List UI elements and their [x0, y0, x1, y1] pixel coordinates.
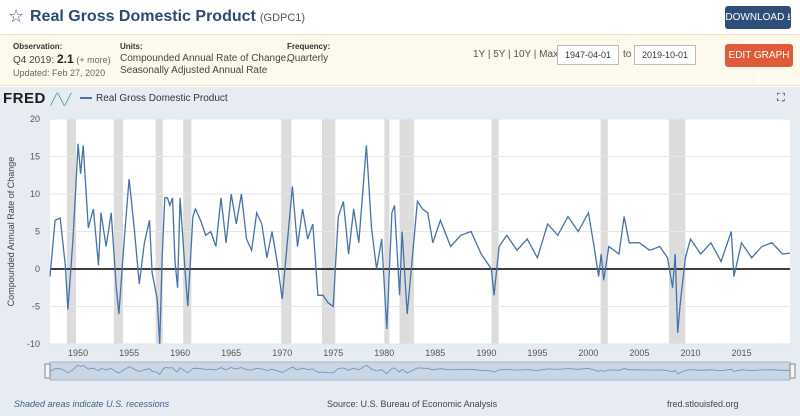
date-to-label: to [623, 49, 632, 60]
fred-logo: FRED ╱╲╱ [3, 90, 72, 107]
legend-label: Real Gross Domestic Product [96, 93, 228, 104]
chart-area: 20 15 10 5 0 -5 -10 1950 1955 1960 1965 1970 1975 198… [0, 87, 800, 416]
frequency-block: Frequency: Quarterly [287, 41, 330, 65]
page-title: Real Gross Domestic Product (GDPC1) [30, 8, 306, 25]
observation-label: Observation: [13, 42, 63, 51]
y-axis-title: Compounded Annual Rate of Change [6, 157, 16, 307]
y-tick-label-0: 0 [35, 264, 40, 274]
y-tick-label-20: 20 [30, 114, 40, 124]
legend: Real Gross Domestic Product [80, 93, 228, 104]
x-tick-label-1970: 1970 [272, 348, 292, 358]
date-to-input[interactable]: 2019-10-01 [634, 45, 696, 65]
x-tick-label-1960: 1960 [170, 348, 190, 358]
x-tick-label-1955: 1955 [119, 348, 139, 358]
x-tick-label-1965: 1965 [221, 348, 241, 358]
x-tick-label-1975: 1975 [323, 348, 343, 358]
range-links[interactable]: 1Y | 5Y | 10Y | Max [473, 49, 559, 60]
x-tick-label-2005: 2005 [629, 348, 649, 358]
y-tick-label--10: -10 [27, 339, 40, 349]
y-tick-label-15: 15 [30, 152, 40, 162]
units-block: Units: Compounded Annual Rate of Change,… [120, 41, 289, 77]
navigator-handle-left[interactable] [44, 363, 51, 379]
frequency-value: Quarterly [287, 53, 329, 64]
updated-date: Updated: Feb 27, 2020 [13, 68, 106, 78]
recession-note: Shaded areas indicate U.S. recessions [14, 399, 170, 409]
meta-bar: Observation: Q4 2019: 2.1 (+ more) Updat… [0, 34, 800, 86]
legend-swatch [80, 97, 92, 100]
star-icon[interactable]: ☆ [8, 6, 25, 26]
x-tick-label-1990: 1990 [476, 348, 496, 358]
y-tick-label--5: -5 [32, 302, 40, 312]
units-line-2: Seasonally Adjusted Annual Rate [120, 65, 268, 76]
navigator-handle-right[interactable] [789, 363, 796, 379]
download-button[interactable]: DOWNLOAD ⭳ [725, 6, 791, 29]
observation-period: Q4 2019: [13, 55, 55, 66]
y-tick-label-10: 10 [30, 189, 40, 199]
series-code: (GDPC1) [259, 12, 306, 24]
x-tick-label-2010: 2010 [680, 348, 700, 358]
observation-block: Observation: Q4 2019: 2.1 (+ more) Updat… [13, 41, 111, 79]
units-label: Units: [120, 42, 143, 51]
x-tick-label-1950: 1950 [68, 348, 88, 358]
navigator-track[interactable] [49, 361, 791, 381]
edit-graph-button[interactable]: EDIT GRAPH ❯ [725, 44, 793, 84]
x-tick-label-1985: 1985 [425, 348, 445, 358]
series-line-gdp[interactable] [49, 143, 791, 345]
units-line-1: Compounded Annual Rate of Change, [120, 53, 290, 64]
x-tick-label-2015: 2015 [732, 348, 752, 358]
observation-value: 2.1 [56, 52, 74, 66]
y-tick-label-5: 5 [35, 227, 40, 237]
fred-logo-chart-icon: ╱╲╱ [50, 94, 72, 106]
x-tick-label-2000: 2000 [578, 348, 598, 358]
navigator-series [49, 364, 790, 376]
fullscreen-icon[interactable]: ⛶ [777, 92, 785, 104]
source-note: Source: U.S. Bureau of Economic Analysis [327, 399, 498, 409]
x-tick-label-1995: 1995 [527, 348, 547, 358]
date-from-input[interactable]: 1947-04-01 [557, 45, 619, 65]
frequency-label: Frequency: [287, 42, 331, 51]
fred-site-link[interactable]: fred.stlouisfed.org [667, 399, 739, 409]
observation-more-link[interactable]: (+ more) [76, 55, 111, 65]
x-tick-label-1980: 1980 [374, 348, 394, 358]
title-bar: ☆ Real Gross Domestic Product (GDPC1) DOW… [0, 0, 800, 34]
